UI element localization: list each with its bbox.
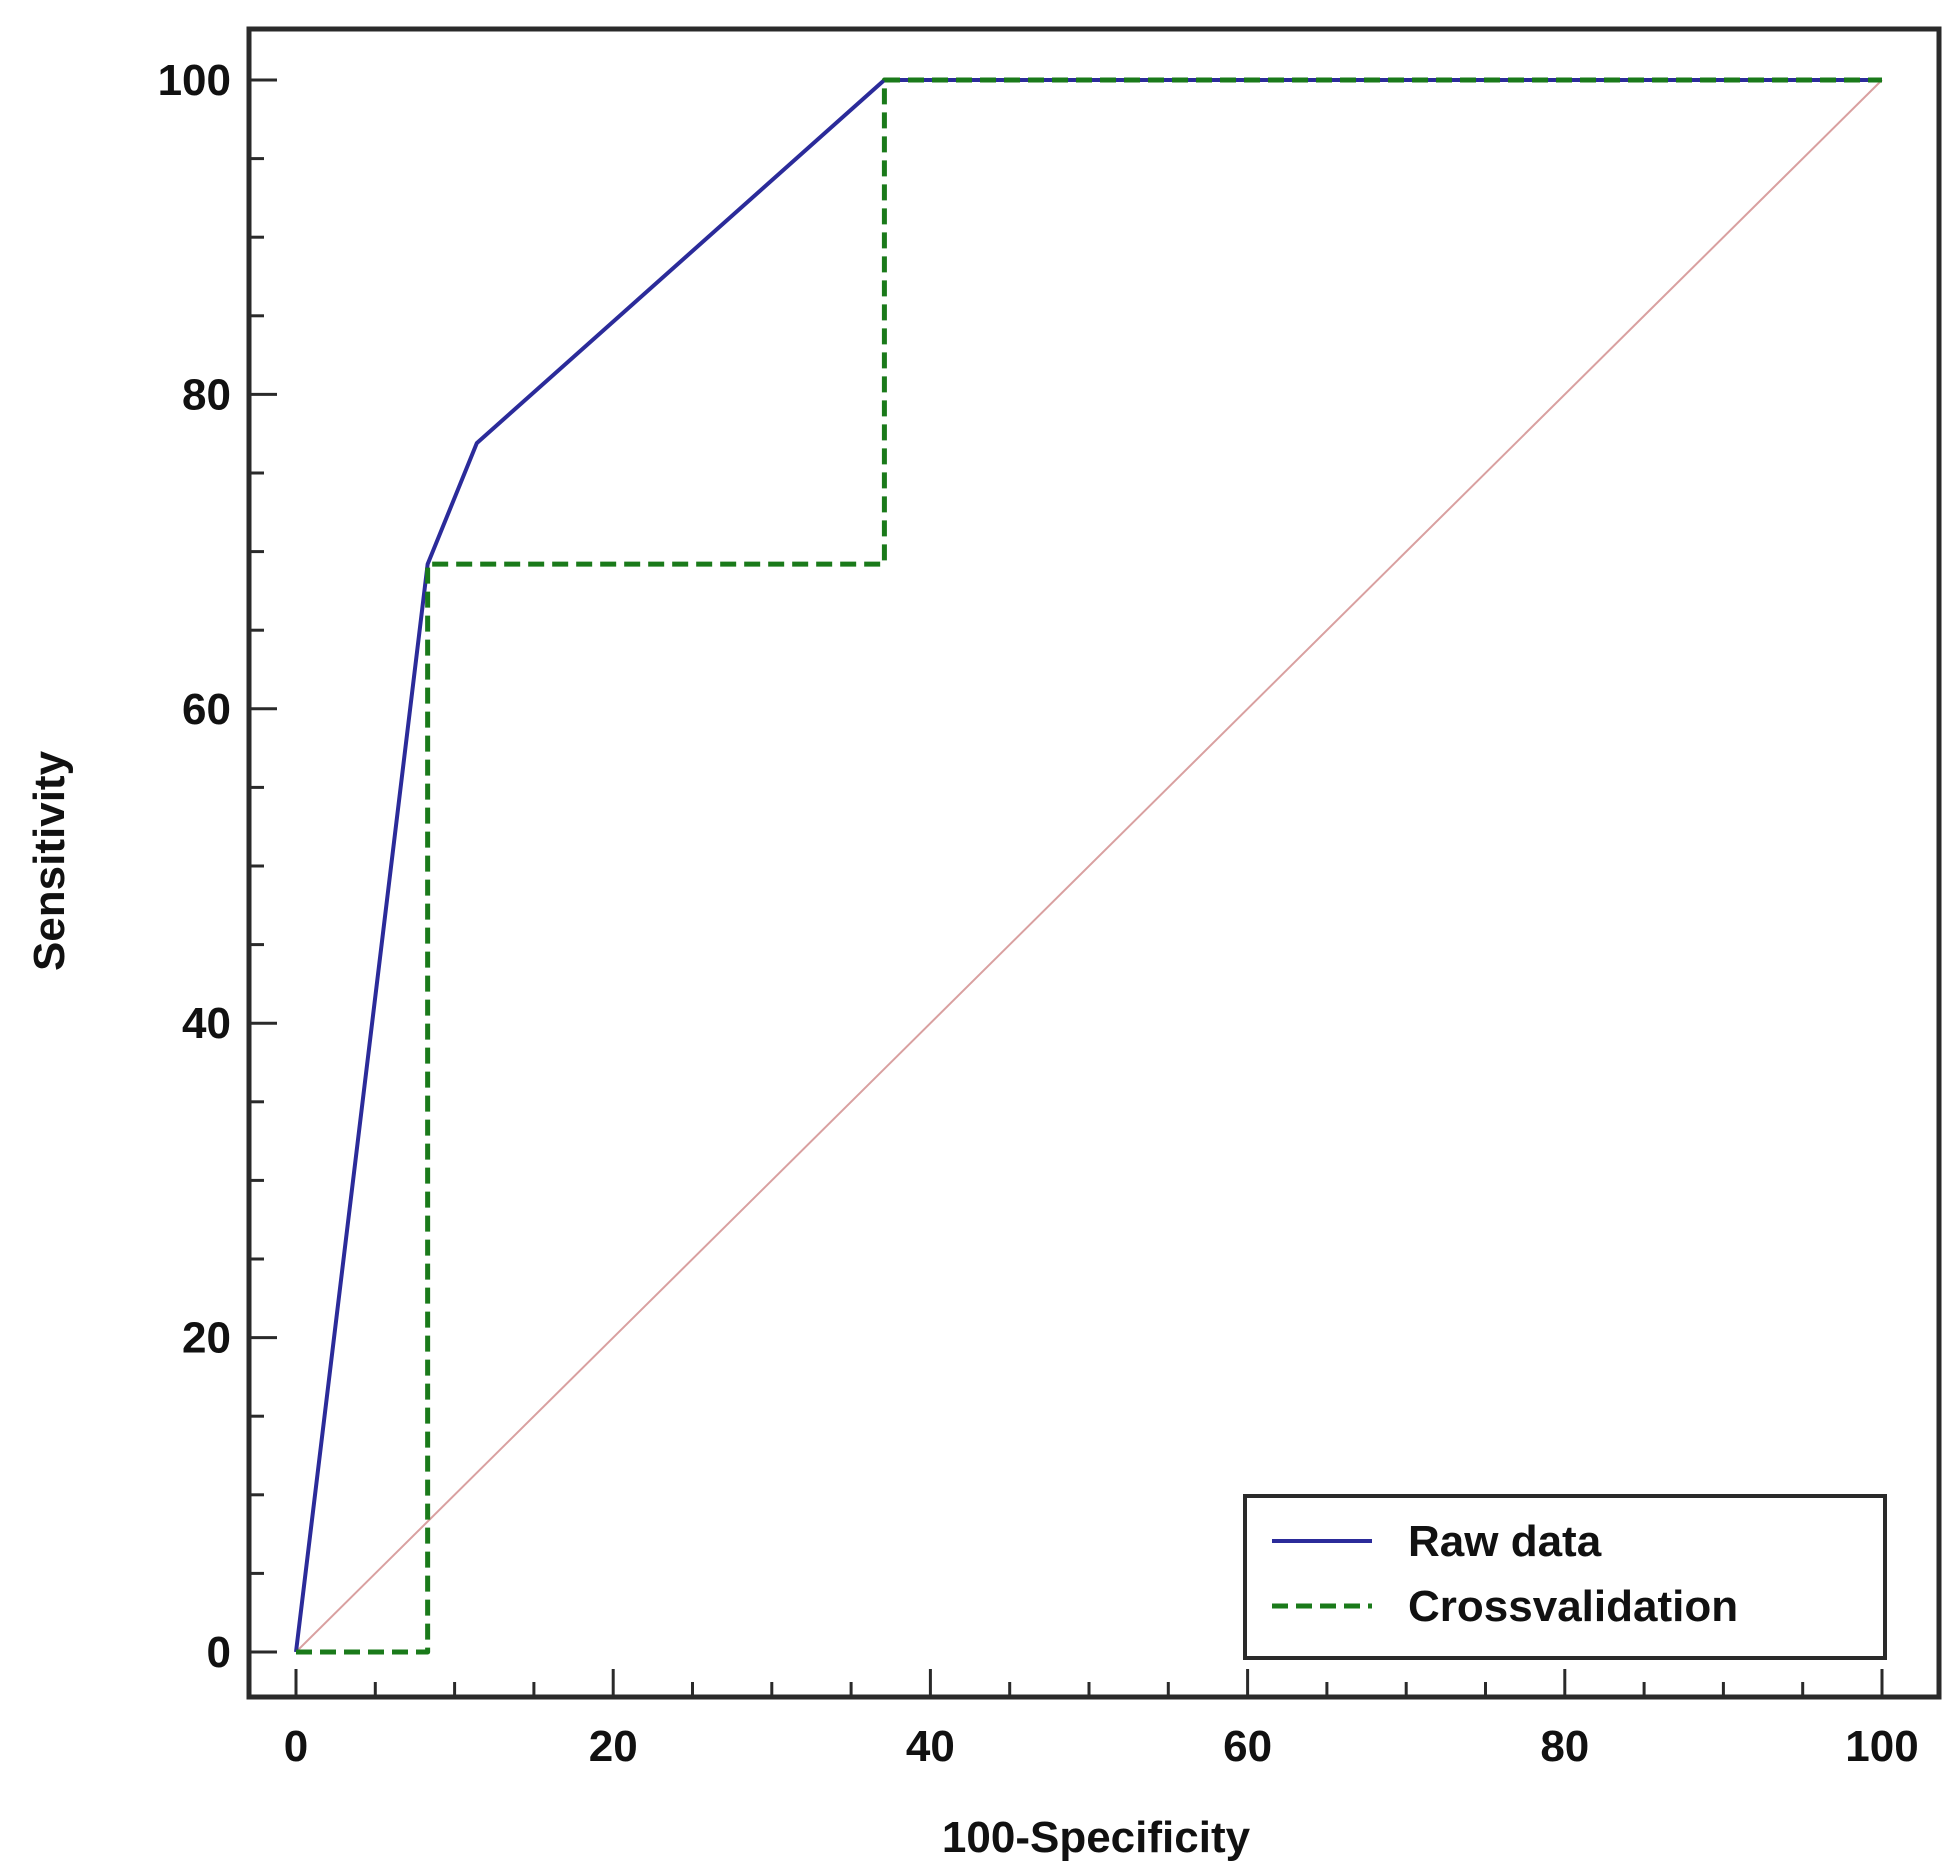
axis-layer: 0 20 40 60 80 100 0 20 40 60 80 100 xyxy=(158,56,1919,1771)
legend-box xyxy=(1243,1494,1887,1660)
y-axis-title: Sensitivity xyxy=(25,750,74,971)
reference-layer xyxy=(295,79,1883,1653)
x-axis-title: 100-Specificity xyxy=(942,1813,1251,1862)
y-tick-label: 0 xyxy=(207,1628,231,1677)
series-layer xyxy=(294,77,1882,1655)
x-tick-label: 60 xyxy=(1223,1722,1272,1771)
legend-label: Raw data xyxy=(1408,1517,1602,1566)
x-tick-label: 80 xyxy=(1540,1722,1589,1771)
series-line-crossvalidation xyxy=(296,77,1882,1655)
x-tick-label: 20 xyxy=(589,1722,638,1771)
y-tick-label: 60 xyxy=(182,685,231,734)
x-tick-label: 0 xyxy=(284,1722,308,1771)
legend-label: Crossvalidation xyxy=(1408,1582,1738,1631)
y-tick-label: 80 xyxy=(182,370,231,419)
y-tick-label: 100 xyxy=(158,56,231,105)
y-tick-label: 40 xyxy=(182,999,231,1048)
reference-diagonal-line xyxy=(295,79,1883,1653)
series-line-raw-data xyxy=(294,78,1882,1653)
y-tick-label: 20 xyxy=(182,1314,231,1363)
plot-frame xyxy=(246,26,1942,1700)
x-tick-label: 100 xyxy=(1845,1722,1918,1771)
x-tick-label: 40 xyxy=(906,1722,955,1771)
legend: Raw data Crossvalidation xyxy=(1243,1494,1887,1660)
